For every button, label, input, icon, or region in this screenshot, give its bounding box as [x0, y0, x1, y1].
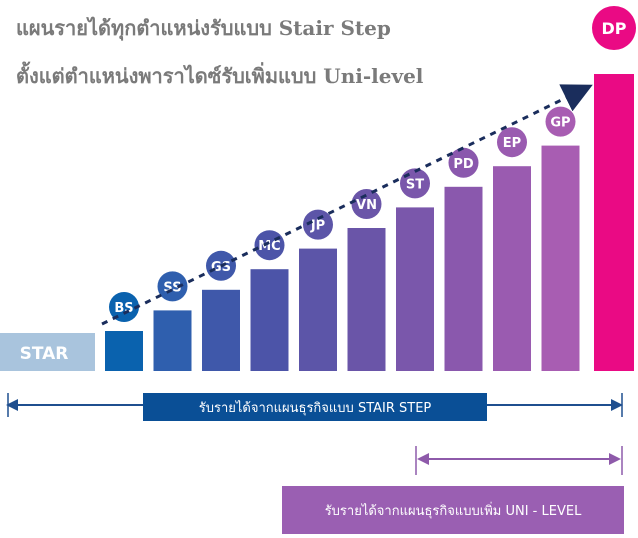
step-badge-vn: [351, 189, 382, 219]
step-badge-ep: [497, 127, 527, 158]
step-bar-dp: [594, 74, 634, 371]
step-badge-gp: [545, 106, 576, 137]
step-label-pd: PD: [453, 157, 474, 172]
star-box: [0, 333, 95, 371]
step-bar-vn: [347, 228, 386, 371]
step-bar-st: [396, 207, 434, 371]
stair-step-banner-text: รับรายได้จากแผนธุรกิจแบบ STAIR STEP: [199, 400, 432, 416]
step-bar-jp: [299, 248, 337, 371]
uni-level-banner: [282, 486, 624, 534]
step-bar-pd: [444, 186, 483, 371]
star-label: STAR: [20, 344, 69, 364]
step-label-gp: GP: [550, 116, 570, 131]
step-bar-ss: [153, 310, 192, 371]
step-badge-dp: [592, 6, 636, 50]
step-label-dp: DP: [601, 19, 626, 38]
title-line-1: แผนรายได้ทุกตำแหน่งรับแบบ Stair Step: [16, 16, 391, 40]
step-label-st: ST: [406, 177, 424, 192]
growth-arrow: [101, 84, 593, 326]
step-bar-bs: [105, 331, 143, 371]
stair-step-banner: [143, 393, 487, 421]
step-label-jp: JP: [310, 219, 325, 234]
title-line-2: ตั้งแต่ตำแหน่งพาราไดซ์รับเพิ่มแบบ Uni-le…: [16, 64, 424, 88]
step-label-mc: MC: [258, 239, 280, 254]
uni-level-banner-text: รับรายได้จากแผนธุรกิจแบบเพิ่ม UNI - LEVE…: [325, 502, 582, 519]
step-bar-ep: [493, 166, 531, 371]
step-label-ep: EP: [503, 136, 521, 151]
step-label-vn: VN: [356, 198, 377, 213]
step-badge-ss: [157, 271, 188, 302]
step-bar-gp: [541, 145, 580, 371]
step-badge-pd: [448, 147, 479, 178]
uni-level-span-arrow: [415, 446, 623, 475]
step-bar-gs: [202, 289, 240, 371]
step-badge-bs: [109, 292, 139, 322]
step-badge-jp: [303, 209, 333, 240]
step-bar-mc: [250, 269, 289, 371]
step-label-gs: GS: [211, 260, 231, 275]
